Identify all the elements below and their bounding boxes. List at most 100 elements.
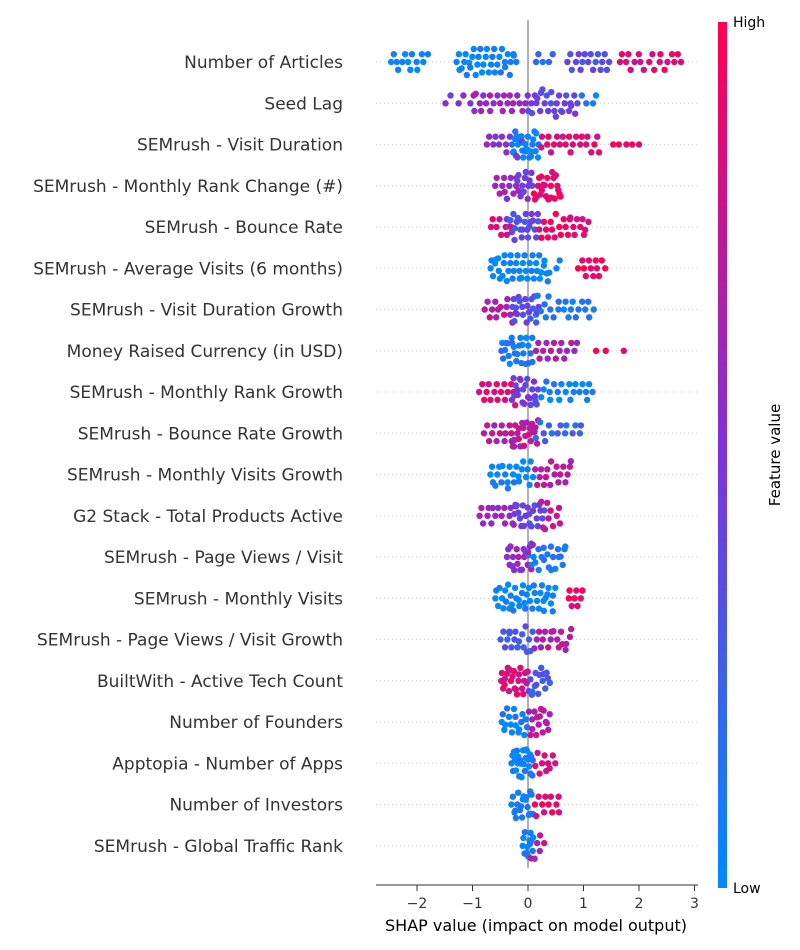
shap-point (475, 388, 483, 396)
shap-point (538, 234, 545, 241)
shap-point (627, 66, 634, 74)
shap-point (522, 473, 530, 481)
shap-point (489, 272, 497, 280)
feature-label: SEMrush - Monthly Rank Growth (70, 383, 343, 403)
x-tick-label: −2 (407, 896, 428, 912)
shap-point (491, 388, 498, 396)
feature-label: G2 Stack - Total Products Active (73, 507, 343, 527)
shap-point (453, 58, 460, 66)
shap-point (487, 265, 494, 272)
shap-point (506, 422, 513, 429)
shap-point (537, 644, 545, 651)
shap-point (584, 396, 591, 403)
shap-point (520, 458, 527, 465)
shap-point (520, 644, 527, 651)
shap-point (505, 267, 512, 275)
shap-point (547, 636, 554, 643)
shap-point (529, 141, 536, 148)
shap-point (498, 133, 506, 140)
shap-point (546, 711, 553, 718)
shap-point (535, 51, 542, 58)
shap-point (484, 422, 491, 429)
shap-point (530, 834, 537, 841)
shap-point (492, 512, 499, 519)
shap-point (521, 174, 529, 182)
shap-point (503, 277, 510, 285)
shap-point (507, 721, 514, 728)
shap-point (550, 314, 557, 321)
shap-point (529, 605, 536, 612)
shap-point (501, 311, 508, 318)
shap-point (512, 713, 519, 720)
shap-point (544, 234, 552, 241)
shap-point (565, 595, 572, 602)
shap-point (508, 729, 516, 736)
shap-point (534, 522, 541, 530)
shap-point (487, 107, 494, 115)
shap-point (478, 69, 486, 76)
shap-point (528, 267, 535, 275)
shap-point (529, 541, 536, 548)
shap-point (515, 671, 523, 678)
shap-point (541, 301, 548, 308)
feature-rows: Number of Articles Seed Lag SEMrush - Visi… (33, 53, 698, 857)
shap-point (480, 61, 487, 68)
shap-point (536, 226, 543, 233)
shap-point (561, 430, 569, 437)
shap-point (514, 154, 521, 161)
shap-point (529, 756, 536, 764)
shap-point (552, 565, 559, 573)
shap-point (515, 553, 522, 561)
shap-point (494, 471, 501, 478)
shap-point (492, 482, 499, 489)
shap-point (460, 92, 467, 99)
shap-point (494, 92, 501, 99)
shap-point (562, 298, 569, 305)
shap-point (545, 726, 552, 733)
shap-point (510, 52, 517, 59)
shap-point (529, 847, 536, 855)
shap-point (521, 731, 528, 739)
shap-point (507, 311, 514, 318)
shap-point (576, 388, 583, 396)
shap-point (574, 602, 581, 610)
shap-point (637, 58, 644, 66)
shap-point (592, 257, 599, 264)
shap-point (556, 257, 563, 264)
shap-point (501, 681, 508, 688)
shap-point (539, 801, 546, 808)
shap-point (485, 381, 492, 388)
shap-point (527, 153, 535, 160)
shap-point (469, 53, 476, 60)
shap-point (487, 471, 494, 478)
shap-point (620, 347, 627, 354)
shap-point (529, 772, 536, 779)
shap-point (508, 141, 516, 148)
shap-point (520, 442, 528, 449)
feature-label: Money Raised Currency (in USD) (67, 342, 343, 362)
shap-point (556, 396, 563, 403)
shap-point (550, 381, 558, 388)
shap-point (530, 136, 537, 143)
feature-label: SEMrush - Page Views / Visit (104, 548, 343, 568)
shap-point (552, 760, 559, 767)
shap-point (501, 504, 508, 512)
shap-point (519, 182, 526, 189)
shap-point (541, 507, 548, 514)
shap-point (585, 257, 593, 264)
shap-point (520, 154, 527, 161)
shap-point (522, 267, 529, 275)
x-axis-title: SHAP value (impact on model output) (385, 916, 687, 935)
shap-point (589, 66, 597, 74)
shap-point (547, 182, 555, 189)
shap-point (568, 102, 575, 109)
shap-point (582, 272, 589, 280)
dot-layer (387, 45, 685, 862)
shap-point (557, 553, 564, 560)
shap-point (512, 128, 519, 135)
shap-point (519, 631, 526, 638)
shap-point (575, 306, 582, 313)
shap-point (635, 51, 642, 58)
shap-point (555, 92, 563, 99)
colorbar (718, 22, 727, 888)
